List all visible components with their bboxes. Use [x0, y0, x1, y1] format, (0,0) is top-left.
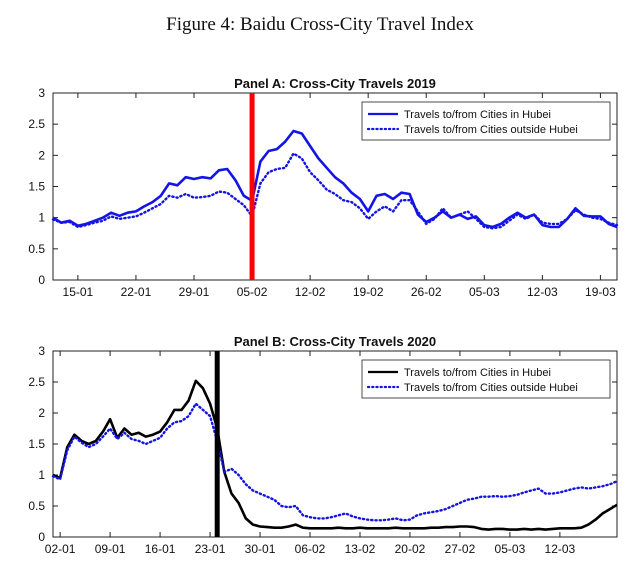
x-tick-label: 09-01: [95, 542, 126, 556]
x-tick-label: 19-02: [353, 285, 384, 299]
x-tick-label: 29-01: [179, 285, 210, 299]
x-tick-label: 02-01: [45, 542, 76, 556]
panel-title: Panel B: Cross-City Travels 2020: [234, 334, 436, 349]
y-tick-label: 0: [38, 530, 45, 544]
y-tick-label: 2: [38, 148, 45, 162]
x-tick-label: 12-03: [545, 542, 576, 556]
x-tick-label: 05-03: [469, 285, 500, 299]
legend: Travels to/from Cities in Hubei Travels t…: [361, 101, 611, 141]
x-tick-label: 20-02: [395, 542, 426, 556]
x-tick-label: 27-02: [445, 542, 476, 556]
x-tick-label: 22-01: [121, 285, 152, 299]
panel-a: Panel A: Cross-City Travels 2019 0 0.5 1 1.5…: [28, 76, 619, 299]
y-tick-label: 1: [38, 468, 45, 482]
legend-entry-label: Travels to/from Cities outside Hubei: [404, 124, 578, 136]
x-tick-label: 05-02: [237, 285, 268, 299]
panel-b: Panel B: Cross-City Travels 2020 0 0.5 1 1.5…: [28, 334, 619, 556]
y-tick-label: 0: [38, 273, 45, 287]
legend: Travels to/from Cities in Hubei Travels t…: [361, 359, 611, 399]
y-tick-label: 2.5: [28, 117, 45, 131]
y-tick-label: 1.5: [28, 437, 45, 451]
x-tick-label: 12-02: [295, 285, 326, 299]
x-tick-label: 23-01: [195, 542, 226, 556]
legend-box: [361, 359, 611, 399]
legend-entry-label: Travels to/from Cities in Hubei: [404, 109, 551, 121]
legend-entry-label: Travels to/from Cities outside Hubei: [404, 382, 578, 394]
legend-box: [361, 101, 611, 141]
y-tick-label: 1: [38, 211, 45, 225]
series-line-in-hubei: [52, 379, 618, 531]
y-tick-label: 3: [38, 344, 45, 358]
y-tick-label: 1.5: [28, 180, 45, 194]
series-line-in-hubei: [52, 129, 618, 229]
x-tick-label: 15-01: [63, 285, 94, 299]
x-tick-label: 30-01: [245, 542, 276, 556]
y-tick-label: 2: [38, 406, 45, 420]
x-tick-label: 12-03: [527, 285, 558, 299]
y-tick-label: 0.5: [28, 242, 45, 256]
y-tick-label: 3: [38, 86, 45, 100]
series-line-outside-hubei: [51, 402, 619, 522]
legend-entry-label: Travels to/from Cities in Hubei: [404, 367, 551, 379]
y-tick-label: 0.5: [28, 499, 45, 513]
x-tick-label: 05-03: [495, 542, 526, 556]
x-tick-label: 26-02: [411, 285, 442, 299]
x-tick-label: 16-01: [145, 542, 176, 556]
x-tick-label: 19-03: [585, 285, 616, 299]
figure-title: Figure 4: Baidu Cross-City Travel Index: [166, 14, 474, 35]
series-line-outside-hubei: [51, 152, 619, 230]
panel-title: Panel A: Cross-City Travels 2019: [234, 76, 436, 91]
y-tick-label: 2.5: [28, 375, 45, 389]
x-tick-label: 06-02: [295, 542, 326, 556]
x-tick-label: 13-02: [345, 542, 376, 556]
